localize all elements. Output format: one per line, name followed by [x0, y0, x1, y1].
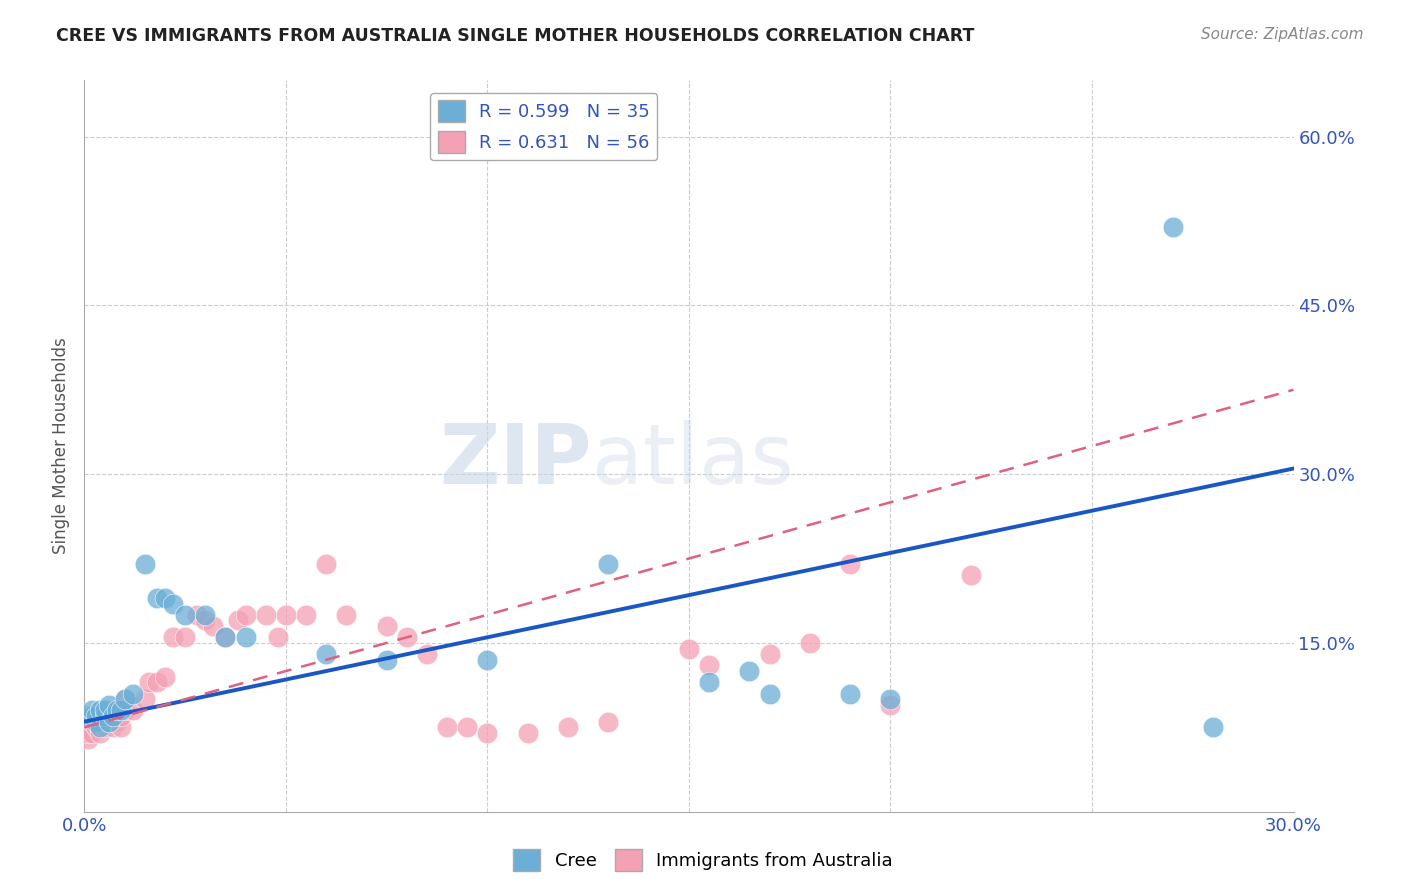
Point [82, 714, 104, 729]
Point [416, 647, 439, 661]
Point [86, 709, 108, 723]
Point [146, 675, 169, 690]
Point [194, 614, 217, 628]
Point [226, 614, 249, 628]
Point [758, 687, 780, 701]
Point [153, 591, 176, 605]
Point [121, 703, 143, 717]
Point [110, 709, 132, 723]
Point [77, 720, 100, 734]
Point [598, 714, 620, 729]
Point [110, 703, 132, 717]
Point [134, 557, 156, 571]
Point [254, 607, 277, 622]
Point [375, 619, 398, 633]
Point [697, 675, 720, 690]
Point [86, 720, 108, 734]
Point [1202, 720, 1225, 734]
Point [93, 709, 115, 723]
Point [315, 647, 337, 661]
Point [105, 703, 128, 717]
Point [105, 703, 128, 717]
Point [375, 653, 398, 667]
Point [89, 720, 111, 734]
Point [879, 698, 901, 712]
Point [97, 714, 120, 729]
Text: ZIP: ZIP [440, 420, 592, 501]
Point [214, 630, 236, 644]
Point [678, 641, 700, 656]
Point [101, 709, 124, 723]
Point [315, 557, 337, 571]
Point [960, 568, 983, 582]
Y-axis label: Single Mother Households: Single Mother Households [52, 338, 70, 554]
Point [114, 692, 136, 706]
Text: atlas: atlas [592, 420, 794, 501]
Point [105, 714, 128, 729]
Point [93, 703, 115, 717]
Point [202, 619, 225, 633]
Point [114, 692, 136, 706]
Point [758, 647, 780, 661]
Point [174, 607, 197, 622]
Point [162, 597, 184, 611]
Point [235, 607, 257, 622]
Point [395, 630, 418, 644]
Point [134, 692, 156, 706]
Point [114, 703, 136, 717]
Point [1161, 219, 1184, 234]
Point [89, 714, 111, 729]
Legend: Cree, Immigrants from Australia: Cree, Immigrants from Australia [506, 842, 900, 879]
Point [138, 675, 160, 690]
Point [477, 726, 499, 740]
Point [436, 720, 458, 734]
Point [295, 607, 318, 622]
Point [89, 703, 111, 717]
Point [839, 687, 862, 701]
Point [274, 607, 297, 622]
Text: Source: ZipAtlas.com: Source: ZipAtlas.com [1201, 27, 1364, 42]
Text: CREE VS IMMIGRANTS FROM AUSTRALIA SINGLE MOTHER HOUSEHOLDS CORRELATION CHART: CREE VS IMMIGRANTS FROM AUSTRALIA SINGLE… [56, 27, 974, 45]
Point [82, 703, 104, 717]
Point [174, 630, 197, 644]
Point [97, 714, 120, 729]
Point [97, 698, 120, 712]
Point [110, 720, 132, 734]
Point [879, 692, 901, 706]
Point [82, 709, 104, 723]
Point [235, 630, 257, 644]
Point [267, 630, 290, 644]
Point [153, 670, 176, 684]
Point [186, 607, 208, 622]
Point [121, 687, 143, 701]
Point [477, 653, 499, 667]
Point [101, 720, 124, 734]
Point [839, 557, 862, 571]
Point [82, 726, 104, 740]
Point [89, 726, 111, 740]
Point [77, 709, 100, 723]
Point [697, 658, 720, 673]
Point [738, 664, 761, 678]
Point [162, 630, 184, 644]
Point [101, 709, 124, 723]
Point [77, 731, 100, 746]
Point [598, 557, 620, 571]
Point [86, 709, 108, 723]
Point [799, 636, 821, 650]
Point [194, 607, 217, 622]
Point [77, 726, 100, 740]
Point [335, 607, 357, 622]
Point [214, 630, 236, 644]
Point [516, 726, 538, 740]
Point [146, 591, 169, 605]
Point [86, 714, 108, 729]
Point [557, 720, 579, 734]
Point [97, 703, 120, 717]
Point [456, 720, 478, 734]
Point [93, 709, 115, 723]
Legend: R = 0.599   N = 35, R = 0.631   N = 56: R = 0.599 N = 35, R = 0.631 N = 56 [430, 93, 657, 161]
Point [93, 720, 115, 734]
